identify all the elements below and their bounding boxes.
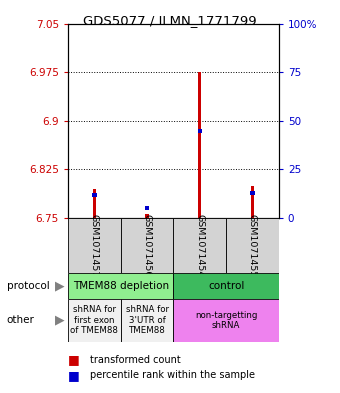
Text: GSM1071456: GSM1071456 [142, 214, 152, 277]
Text: GSM1071454: GSM1071454 [195, 214, 204, 277]
Text: protocol: protocol [7, 281, 50, 291]
Text: transformed count: transformed count [90, 354, 181, 365]
Text: non-targetting
shRNA: non-targetting shRNA [195, 310, 257, 330]
Text: GSM1071455: GSM1071455 [248, 214, 257, 277]
Text: percentile rank within the sample: percentile rank within the sample [90, 370, 255, 380]
Bar [92, 193, 97, 197]
Text: GDS5077 / ILMN_1771799: GDS5077 / ILMN_1771799 [83, 14, 257, 27]
Bar [121, 299, 173, 342]
Text: shRNA for
first exon
of TMEM88: shRNA for first exon of TMEM88 [70, 305, 118, 335]
Bar [146, 213, 149, 218]
Text: ■: ■ [68, 369, 80, 382]
Bar [145, 206, 149, 210]
Text: ■: ■ [68, 353, 80, 366]
Bar [251, 185, 254, 218]
Bar [226, 218, 279, 273]
Bar [68, 299, 121, 342]
Text: control: control [208, 281, 244, 291]
Bar [68, 218, 121, 273]
Text: ▶: ▶ [55, 314, 64, 327]
Bar [68, 273, 173, 299]
Text: TMEM88 depletion: TMEM88 depletion [73, 281, 169, 291]
Text: ▶: ▶ [55, 279, 64, 293]
Text: shRNA for
3'UTR of
TMEM88: shRNA for 3'UTR of TMEM88 [125, 305, 169, 335]
Bar [173, 299, 279, 342]
Text: GSM1071457: GSM1071457 [90, 214, 99, 277]
Bar [93, 189, 96, 218]
Text: other: other [7, 315, 35, 325]
Bar [250, 191, 255, 195]
Bar [173, 218, 226, 273]
Bar [173, 273, 279, 299]
Bar [198, 72, 201, 218]
Bar [121, 218, 173, 273]
Bar [198, 129, 202, 132]
